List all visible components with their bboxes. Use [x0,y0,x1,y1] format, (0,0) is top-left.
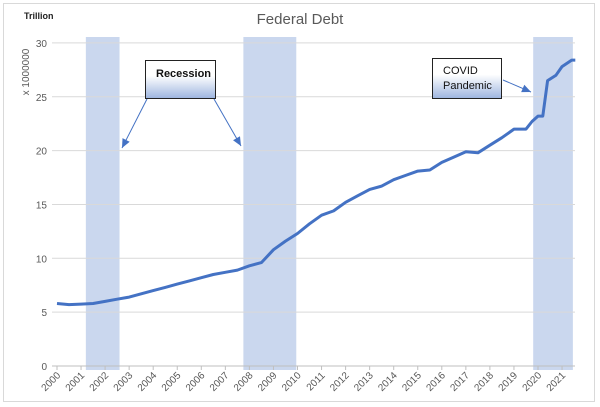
x-tick-label: 2005 [160,370,184,394]
x-tick-label: 2021 [545,370,569,394]
recession-band [533,37,573,370]
y-tick-label: 15 [36,200,48,211]
x-tick-label: 2016 [424,370,448,394]
x-tick-label: 2015 [400,370,424,394]
x-tick-label: 2008 [232,370,256,394]
y-tick-label: 5 [41,308,47,319]
callout-arrows [121,79,532,149]
x-tick-label: 2004 [136,370,160,394]
y-axis-label: x 1000000 [21,48,32,95]
x-tick-label: 2003 [112,370,136,394]
x-tick-label: 2011 [305,370,328,393]
arrowhead-icon [233,136,241,146]
x-tick-label: 2009 [256,370,280,394]
y-tick-label: 0 [41,362,47,373]
recession-band [85,37,120,370]
x-tick-label: 2007 [208,370,232,394]
y-tick-label: 25 [36,93,48,104]
recession-callout: Recession [145,60,216,99]
arrowhead-icon [122,138,130,148]
x-tick-label: 2002 [88,370,112,394]
callout-arrow [213,98,242,147]
arrowhead-icon [521,84,531,93]
recession-band [243,37,297,370]
covid-callout-line1: COVID [443,65,478,77]
y-tick-label: 20 [36,147,48,158]
recession-callout-text: Recession [156,68,212,80]
covid-callout-line2: Pandemic [443,80,492,92]
callout-arrow [121,98,148,149]
x-tick-label: 2006 [184,370,208,394]
x-tick-label: 2013 [352,370,376,394]
unit-label: Trillion [24,11,54,21]
debt-series-line [56,58,576,307]
y-tick-label: 10 [36,254,48,265]
x-tick-label: 2010 [280,370,304,394]
x-tick-label: 2014 [376,370,400,394]
x-tick-label: 2001 [64,370,88,394]
x-tick-label: 2020 [521,370,545,394]
covid-callout: COVID Pandemic [432,58,502,99]
x-tick-label: 2012 [328,370,352,394]
chart-area [3,3,595,402]
y-tick-label: 30 [36,39,48,50]
x-tick-label: 2019 [497,370,521,394]
chart-title: Federal Debt [257,11,345,28]
x-tick-label: 2018 [473,370,497,394]
x-tick-label: 2017 [448,370,472,394]
x-tick-label: 2000 [40,370,64,394]
